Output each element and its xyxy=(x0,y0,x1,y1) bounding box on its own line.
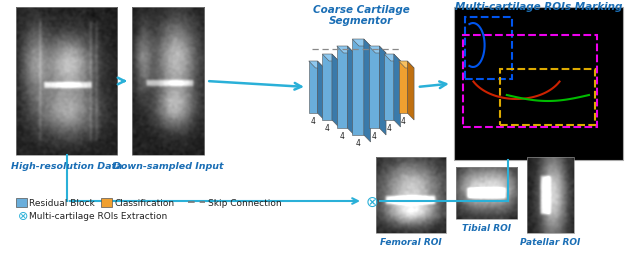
Text: 4: 4 xyxy=(340,132,344,140)
Bar xyxy=(465,18,511,80)
Bar xyxy=(384,55,394,121)
Bar xyxy=(16,8,117,155)
Bar xyxy=(527,157,573,233)
Text: Patellar ROI: Patellar ROI xyxy=(520,237,580,246)
Text: Coarse Cartilage: Coarse Cartilage xyxy=(313,5,410,15)
Polygon shape xyxy=(323,55,339,62)
Text: 4: 4 xyxy=(356,138,360,147)
Polygon shape xyxy=(384,55,401,62)
Polygon shape xyxy=(332,55,339,128)
Bar xyxy=(337,47,348,129)
Bar xyxy=(323,55,332,121)
Text: High-resolution Data: High-resolution Data xyxy=(11,161,122,170)
Text: 4: 4 xyxy=(387,123,392,133)
Polygon shape xyxy=(399,62,414,69)
Text: Tibial ROI: Tibial ROI xyxy=(462,223,511,232)
Bar xyxy=(308,62,317,114)
Text: Classification: Classification xyxy=(115,198,175,207)
Text: 4: 4 xyxy=(401,117,405,125)
Text: Multi-cartilage ROIs Marking: Multi-cartilage ROIs Marking xyxy=(454,2,622,12)
Bar xyxy=(132,8,204,155)
Polygon shape xyxy=(308,62,324,69)
Polygon shape xyxy=(380,47,386,135)
Polygon shape xyxy=(364,40,371,142)
Bar xyxy=(376,157,446,233)
Text: 4: 4 xyxy=(324,123,330,133)
Bar xyxy=(16,198,27,207)
Polygon shape xyxy=(352,40,371,47)
Text: $\otimes$: $\otimes$ xyxy=(365,194,378,209)
Text: Femoral ROI: Femoral ROI xyxy=(380,237,442,246)
Bar xyxy=(456,167,518,219)
Polygon shape xyxy=(407,62,414,121)
Text: Multi-cartilage ROIs Extraction: Multi-cartilage ROIs Extraction xyxy=(29,212,168,221)
Bar xyxy=(352,40,364,135)
Bar xyxy=(454,8,623,160)
Polygon shape xyxy=(337,47,354,54)
Bar xyxy=(399,62,407,114)
Text: Residual Block: Residual Block xyxy=(29,198,95,207)
Bar xyxy=(101,198,111,207)
Text: Segmentor: Segmentor xyxy=(329,16,394,26)
Bar xyxy=(500,70,595,125)
Bar xyxy=(369,47,380,129)
Polygon shape xyxy=(369,47,386,54)
Bar xyxy=(463,36,596,128)
Text: 4: 4 xyxy=(372,132,376,140)
Polygon shape xyxy=(348,47,354,135)
Text: Down-sampled Input: Down-sampled Input xyxy=(113,161,223,170)
Polygon shape xyxy=(317,62,324,121)
Text: 4: 4 xyxy=(310,117,316,125)
Text: Skip Connection: Skip Connection xyxy=(208,198,282,207)
Text: $\otimes$: $\otimes$ xyxy=(17,210,28,223)
Polygon shape xyxy=(394,55,401,128)
